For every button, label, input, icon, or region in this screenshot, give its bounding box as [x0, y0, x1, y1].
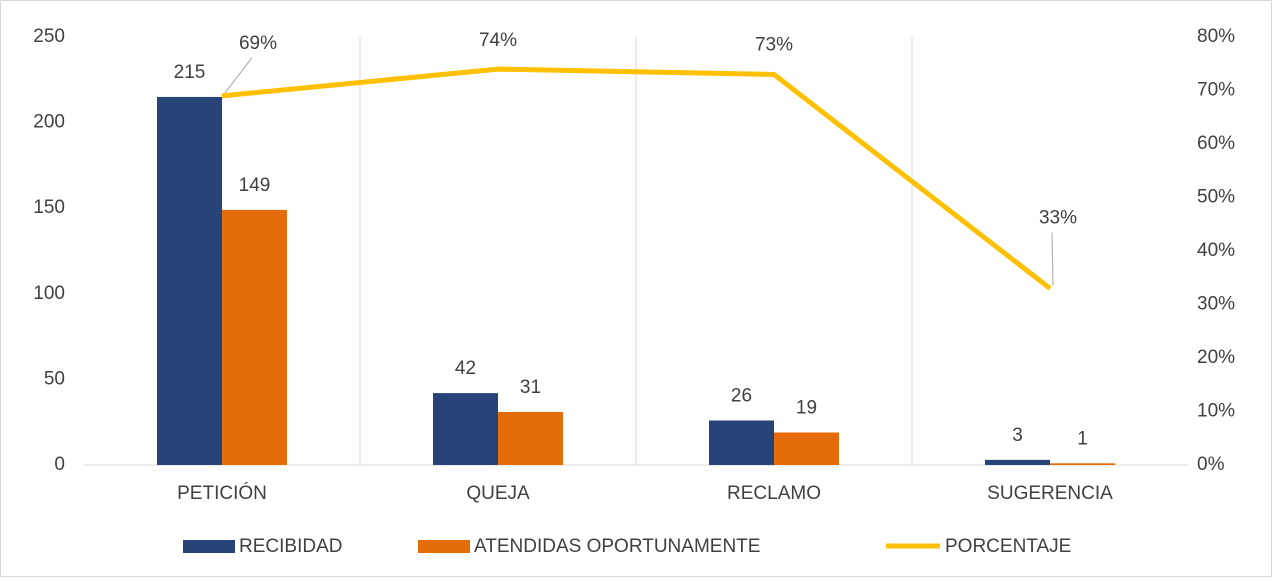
data-label: 215	[174, 62, 206, 83]
bar	[1050, 463, 1115, 465]
data-label: 73%	[755, 34, 793, 55]
legend-label: PORCENTAJE	[945, 536, 1071, 557]
y-tick-label: 50	[44, 368, 65, 389]
y-tick-label: 200	[33, 112, 65, 133]
line	[221, 66, 1052, 291]
legend-swatch	[183, 540, 235, 553]
legend-label: ATENDIDAS OPORTUNAMENTE	[474, 536, 760, 557]
y2-tick-label: 0%	[1197, 454, 1225, 475]
data-label: 149	[239, 175, 271, 196]
data-label: 74%	[479, 30, 517, 51]
bar	[157, 96, 222, 466]
bar	[222, 209, 287, 465]
y2-tick-label: 10%	[1197, 401, 1235, 422]
data-label: 1	[1077, 428, 1088, 449]
x-tick-label: PETICIÓN	[177, 482, 267, 504]
data-label: 26	[731, 386, 752, 407]
y2-tick-label: 60%	[1197, 133, 1235, 154]
data-label: 3	[1012, 425, 1023, 446]
y2-tick-label: 80%	[1197, 26, 1235, 47]
data-label: 69%	[239, 33, 277, 54]
bar	[774, 432, 839, 465]
data-label: 19	[796, 397, 817, 418]
data-label: 42	[455, 358, 476, 379]
y2-tick-label: 30%	[1197, 294, 1235, 315]
leader-line	[1051, 232, 1054, 286]
x-tick-label: SUGERENCIA	[987, 483, 1113, 504]
y-tick-label: 100	[33, 283, 65, 304]
y-tick-label: 250	[33, 26, 65, 47]
y2-tick-label: 70%	[1197, 80, 1235, 101]
x-tick-label: QUEJA	[466, 483, 530, 504]
legend-swatch	[418, 540, 470, 553]
y2-tick-label: 20%	[1197, 347, 1235, 368]
bar	[709, 420, 774, 465]
bar	[498, 411, 563, 465]
leader-line	[224, 57, 253, 94]
y2-tick-label: 40%	[1197, 240, 1235, 261]
y-tick-label: 150	[33, 197, 65, 218]
bar	[985, 459, 1050, 465]
data-label: 31	[520, 377, 541, 398]
x-tick-label: RECLAMO	[727, 483, 821, 504]
y-tick-label: 0	[54, 454, 65, 475]
legend-label: RECIBIDAD	[239, 536, 342, 557]
y2-tick-label: 50%	[1197, 187, 1235, 208]
bar	[433, 393, 498, 465]
data-label: 33%	[1039, 207, 1077, 228]
